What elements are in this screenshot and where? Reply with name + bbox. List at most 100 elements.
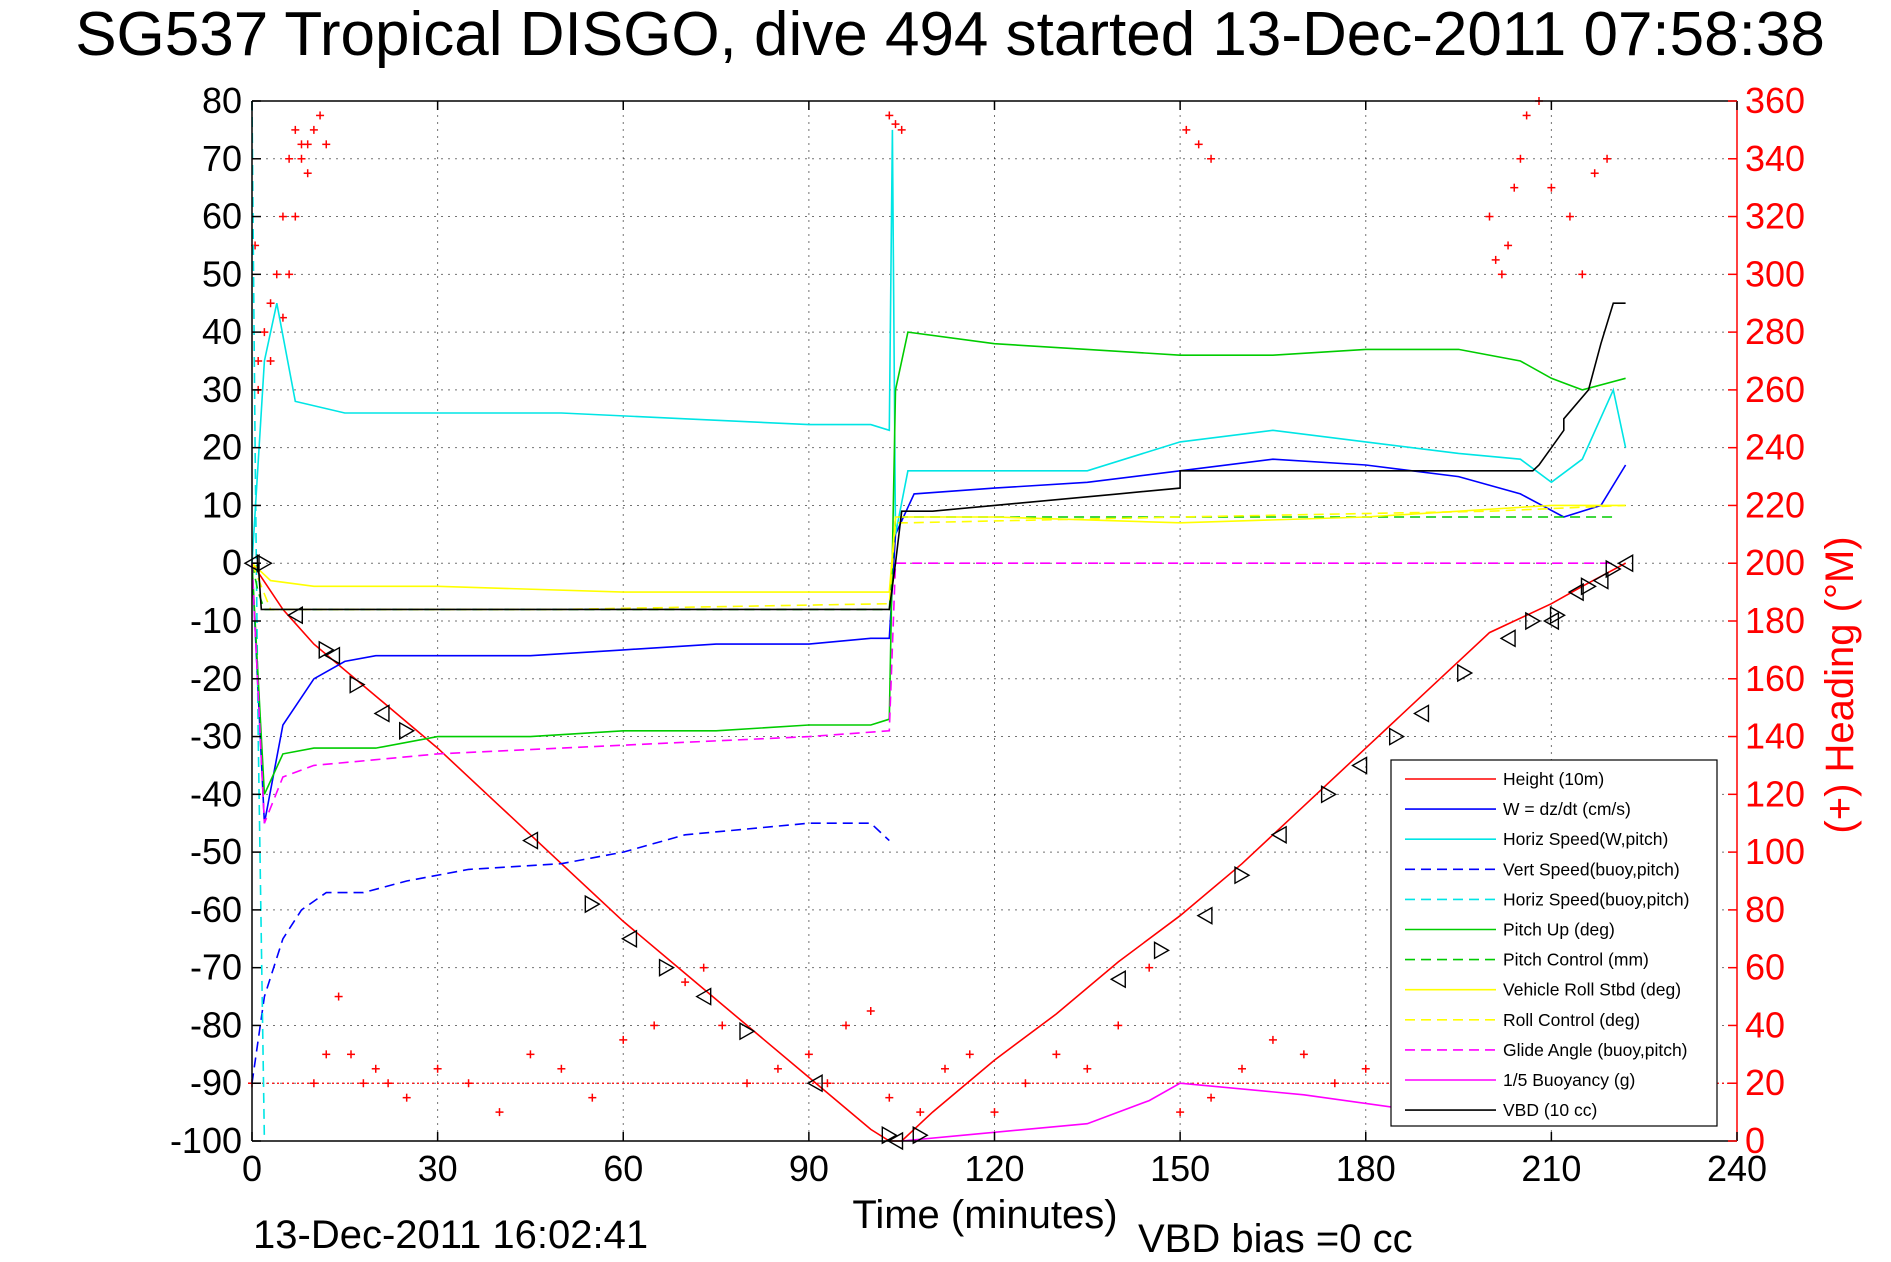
y-tick-label: 50: [202, 253, 242, 294]
heading-point: [588, 1093, 597, 1102]
heading-point: [1578, 270, 1587, 279]
dive-marker: [806, 1074, 823, 1093]
heading-point: [681, 978, 690, 987]
heading-point: [303, 140, 312, 149]
y-tick-label: 70: [202, 138, 242, 179]
dive-marker: [1592, 571, 1609, 590]
dive-marker: [1542, 611, 1560, 631]
y2-tick-label: 100: [1745, 831, 1805, 872]
dive-marker: [881, 1126, 898, 1145]
heading-point: [495, 1108, 504, 1117]
legend-label: VBD (10 cc): [1503, 1100, 1597, 1120]
heading-point: [1176, 1108, 1185, 1117]
heading-point: [1361, 1064, 1370, 1073]
heading-point: [1497, 270, 1506, 279]
heading-point: [334, 992, 343, 1001]
heading-point: [291, 125, 300, 134]
y-tick-label: 10: [202, 484, 242, 525]
heading-point: [322, 140, 331, 149]
heading-point: [316, 111, 325, 120]
heading-point: [965, 1050, 974, 1059]
heading-point: [866, 1007, 875, 1015]
series-lines: [251, 100, 1627, 1142]
y2-axis-label: (+) Heading (°M): [1818, 536, 1862, 833]
heading-point: [1194, 140, 1203, 149]
x-tick-label: 30: [418, 1148, 458, 1189]
heading-point: [941, 1064, 949, 1073]
heading-point: [260, 328, 269, 337]
dive-marker: [1320, 785, 1338, 804]
heading-point: [1207, 154, 1216, 163]
dive-marker: [584, 894, 601, 914]
heading-point: [990, 1108, 999, 1117]
y2-tick-label: 280: [1745, 311, 1805, 352]
heading-point: [1603, 154, 1612, 163]
dive-marker: [349, 675, 366, 694]
chart-title: SG537 Tropical DISGO, dive 494 started 1…: [75, 0, 1825, 69]
legend-entry: 1/5 Buoyancy (g): [1405, 1070, 1635, 1090]
y2-tick-label: 180: [1745, 600, 1805, 641]
heading-point: [891, 120, 900, 129]
dive-marker: [912, 1126, 929, 1145]
dive-marker: [1196, 906, 1213, 925]
y2-tick-label: 120: [1745, 773, 1805, 814]
dive-marker: [522, 831, 539, 850]
axes: [251, 100, 1738, 1142]
series-line-12: [252, 302, 1626, 611]
series-line-2: [251, 458, 1627, 824]
y-tick-label: -50: [190, 831, 242, 872]
y-tick-label: -100: [170, 1120, 242, 1161]
heading-point: [1516, 154, 1525, 163]
series-line-4: [251, 822, 890, 1084]
legend-label: Horiz Speed(buoy,pitch): [1503, 889, 1689, 909]
y-tick-label: 80: [202, 80, 242, 121]
series-line-8: [251, 504, 1626, 593]
legend-entry: Vehicle Roll Stbd (deg): [1405, 980, 1681, 1000]
x-tick-label: 60: [603, 1148, 643, 1189]
heading-point: [371, 1064, 380, 1073]
y-tick-labels: 80 70 60 50 40 30 20 10 0 -10 -20 -30 -40 -50 -60 -70 -8…: [170, 80, 242, 1161]
x-tick-label: 210: [1521, 1148, 1581, 1189]
series-line-3: [251, 129, 1627, 564]
legend-entry: Pitch Up (deg): [1405, 920, 1615, 940]
heading-point: [1504, 241, 1513, 250]
legend-label: Height (10m): [1503, 769, 1604, 789]
dive-marker: [1549, 606, 1566, 625]
dive-marker: [1234, 866, 1251, 885]
y-tick-label: -90: [190, 1062, 242, 1103]
dive-marker: [1525, 611, 1542, 631]
legend-label: Glide Angle (buoy,pitch): [1503, 1040, 1688, 1060]
y2-tick-label: 340: [1745, 138, 1805, 179]
y-tick-label: -10: [190, 600, 242, 641]
x-axis-label: Time (minutes): [852, 1193, 1117, 1237]
x-tick-label: 150: [1150, 1148, 1210, 1189]
heading-point: [1590, 169, 1599, 178]
dive-marker: [324, 646, 341, 665]
y-tick-label: -70: [190, 947, 242, 988]
heading-point: [1491, 255, 1500, 264]
y2-tick-label: 40: [1745, 1004, 1785, 1045]
heading-point: [322, 1050, 331, 1059]
dive-marker: [1351, 756, 1368, 775]
dive-marker: [373, 704, 390, 723]
y-tick-label: 60: [202, 196, 242, 237]
legend-label: Pitch Up (deg): [1503, 920, 1615, 940]
legend-label: Vehicle Roll Stbd (deg): [1503, 980, 1681, 1000]
y-tick-label: 0: [222, 542, 242, 583]
legend-entry: W = dz/dt (cm/s): [1405, 799, 1631, 819]
dive-marker: [1580, 577, 1597, 596]
dive-marker: [658, 958, 675, 977]
heading-point: [773, 1064, 782, 1073]
heading-point: [272, 270, 281, 279]
heading-point: [1547, 183, 1556, 192]
y2-tick-label: 300: [1745, 253, 1805, 294]
heading-point: [309, 125, 318, 134]
y2-tick-label: 360: [1745, 80, 1805, 121]
series-line-5: [251, 100, 266, 1142]
y-tick-label: -30: [190, 716, 242, 757]
heading-point: [1565, 212, 1574, 221]
y2-tick-label: 0: [1745, 1120, 1765, 1161]
heading-point: [557, 1064, 566, 1073]
y2-tick-label: 80: [1745, 889, 1785, 930]
heading-point: [297, 154, 306, 163]
